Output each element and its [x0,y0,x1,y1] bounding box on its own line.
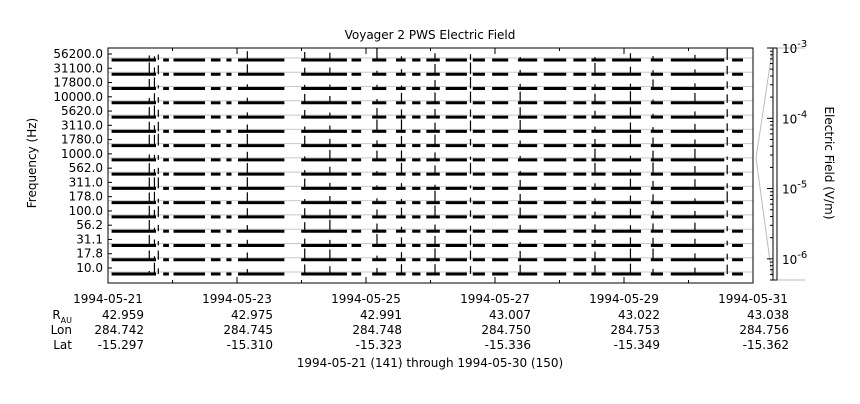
y-tick-label: 3110.0 [61,118,103,132]
y-tick-label: 56200.0 [53,47,103,61]
y-axis-label: Frequency (Hz) [25,118,39,209]
x-tick-label: 1994-05-21 [73,292,143,306]
ephemeris-value: 42.959 [102,308,144,322]
channel-row-56_2 [108,219,753,233]
x-tick-label: 1994-05-27 [460,292,530,306]
ephemeris-value: -15.323 [356,338,402,352]
channel-row-178_0 [108,190,753,205]
plot-frame [107,47,754,284]
colorbar-label: Electric Field (V/m) [822,106,836,219]
y-tick-label: 17.8 [76,247,103,261]
colorbar-link-upper [755,51,773,159]
colorbar-tick-label: 10-6 [782,250,807,267]
ephemeris-value: 42.991 [360,308,402,322]
x-tick-label: 1994-05-31 [718,292,788,306]
channel-row-31100_0 [108,62,753,76]
ephemeris-value: -15.362 [743,338,789,352]
colorbar-tick-label: 10-3 [782,39,807,56]
date-range-footer: 1994-05-21 (141) through 1994-05-30 (150… [297,356,563,370]
channel-row-3110_0 [108,119,753,133]
ephemeris-value: -15.310 [227,338,273,352]
y-tick-label: 56.2 [76,218,103,232]
y-tick-label: 311.0 [69,175,103,189]
ephemeris-value: 284.742 [94,323,144,337]
y-tick-label: 31100.0 [53,61,103,75]
ephemeris-table: RAU 42.959 42.975 42.991 43.007 43.022 43.038 L… [51,308,789,352]
channel-row-31_1 [108,234,753,247]
x-tick-label: 1994-05-25 [331,292,401,306]
ephemeris-value: 284.756 [739,323,789,337]
y-tick-label: 100.0 [69,204,103,218]
ephemeris-value: -15.349 [614,338,660,352]
channel-row-17_8 [108,248,753,262]
channel-row-562_0 [108,162,753,176]
ephemeris-value: 284.748 [352,323,402,337]
y-tick-label: 178.0 [69,190,103,204]
ephemeris-value: 43.038 [747,308,789,322]
y-axis-ticks: 10.017.831.156.2100.0178.0311.0562.01000… [53,47,112,275]
ephemeris-value: 284.745 [223,323,273,337]
ephemeris-value: 43.007 [489,308,531,322]
colorbar-link-lower [755,157,773,277]
channel-row-1000_0 [108,148,753,162]
ephemeris-row-label: Lat [53,338,72,352]
ephemeris-row-label: RAU [52,308,72,325]
x-tick-label: 1994-05-29 [589,292,659,306]
channel-row-5620_0 [108,105,753,119]
ephemeris-row-label: Lon [51,323,72,337]
ephemeris-value: 42.975 [231,308,273,322]
ephemeris-value: 284.753 [610,323,660,337]
y-tick-label: 17800.0 [53,76,103,90]
colorbar-tick-label: 10-5 [782,180,807,197]
x-axis-ticks: 1994-05-21 1994-05-23 1994-05-25 1994-05-27… [73,48,788,306]
colorbar-frame [772,47,778,281]
ephemeris-value: -15.297 [98,338,144,352]
y-tick-label: 10000.0 [53,90,103,104]
y-tick-label: 562.0 [69,161,103,175]
channel-traces [108,48,753,276]
y-tick-label: 1780.0 [61,133,103,147]
channel-row-10000_0 [108,91,753,105]
ephemeris-value: 284.750 [481,323,531,337]
y-tick-label: 1000.0 [61,147,103,161]
channel-row-10_0 [108,262,753,276]
chart-title: Voyager 2 PWS Electric Field [345,28,516,42]
channel-row-311_0 [108,177,753,190]
y-tick-label: 5620.0 [61,104,103,118]
x-tick-label: 1994-05-23 [202,292,272,306]
colorbar: 10-3 10-4 10-5 10-6 [755,39,807,281]
channel-row-100_0 [108,205,753,219]
channel-row-56200_0 [108,48,753,62]
ephemeris-value: -15.336 [485,338,531,352]
y-tick-label: 31.1 [76,232,103,246]
ephemeris-value: 43.022 [618,308,660,322]
colorbar-tick-label: 10-4 [782,109,807,126]
y-tick-label: 10.0 [76,261,103,275]
channel-row-1780_0 [108,133,753,148]
channel-row-17800_0 [108,77,753,91]
